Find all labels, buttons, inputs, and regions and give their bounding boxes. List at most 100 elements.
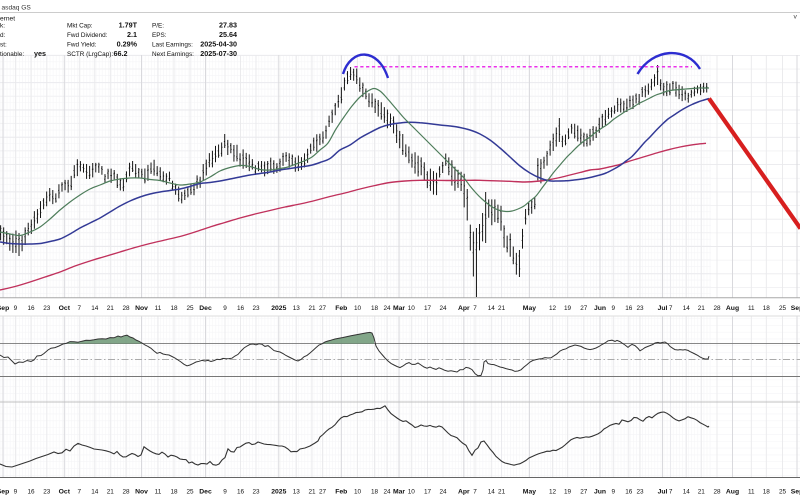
svg-text:27.83: 27.83 — [219, 21, 237, 30]
svg-text:2.1: 2.1 — [127, 30, 137, 39]
svg-text:27: 27 — [319, 305, 327, 312]
svg-text:21: 21 — [308, 305, 316, 312]
svg-text:16: 16 — [237, 489, 245, 496]
svg-text:Mar: Mar — [393, 489, 405, 496]
svg-text:18: 18 — [371, 489, 379, 496]
svg-text:17: 17 — [424, 489, 432, 496]
svg-text:d:: d: — [0, 32, 6, 39]
svg-text:Last Earnings:: Last Earnings: — [152, 42, 193, 49]
svg-text:Sep: Sep — [0, 305, 9, 312]
svg-text:18: 18 — [170, 305, 178, 312]
svg-text:14: 14 — [91, 489, 99, 496]
svg-text:25: 25 — [186, 305, 194, 312]
svg-text:27: 27 — [580, 305, 588, 312]
svg-text:21: 21 — [107, 305, 115, 312]
svg-text:Jun: Jun — [594, 305, 606, 312]
svg-text:21: 21 — [698, 305, 706, 312]
svg-text:2025-04-30: 2025-04-30 — [200, 40, 237, 49]
svg-text:28: 28 — [122, 305, 130, 312]
svg-text:23: 23 — [636, 489, 644, 496]
svg-text:Jul: Jul — [658, 489, 668, 496]
svg-text:17: 17 — [424, 305, 432, 312]
svg-text:Oct: Oct — [59, 489, 71, 496]
svg-text:21: 21 — [498, 305, 506, 312]
svg-text:14: 14 — [91, 305, 99, 312]
svg-text:24: 24 — [439, 305, 447, 312]
svg-text:2025-07-30: 2025-07-30 — [200, 49, 237, 58]
svg-text:k:: k: — [0, 23, 5, 30]
svg-text:7: 7 — [473, 489, 477, 496]
svg-text:18: 18 — [170, 489, 178, 496]
svg-text:25.64: 25.64 — [219, 30, 237, 39]
svg-text:23: 23 — [43, 489, 51, 496]
svg-text:Dec: Dec — [199, 305, 212, 312]
svg-text:12: 12 — [549, 305, 557, 312]
svg-text:May: May — [523, 305, 536, 312]
svg-text:Feb: Feb — [335, 489, 347, 496]
svg-text:Apr: Apr — [458, 489, 470, 496]
svg-text:24: 24 — [383, 489, 391, 496]
svg-text:28: 28 — [122, 489, 130, 496]
svg-text:14: 14 — [488, 489, 496, 496]
svg-text:27: 27 — [580, 489, 588, 496]
svg-text:16: 16 — [27, 489, 35, 496]
svg-text:25: 25 — [779, 489, 787, 496]
svg-text:Sep: Sep — [791, 489, 800, 496]
svg-text:16: 16 — [27, 305, 35, 312]
svg-text:25: 25 — [186, 489, 194, 496]
svg-text:0.29%: 0.29% — [117, 40, 138, 49]
svg-text:16: 16 — [625, 489, 633, 496]
svg-text:12: 12 — [549, 489, 557, 496]
svg-text:14: 14 — [683, 305, 691, 312]
svg-text:P/E:: P/E: — [152, 23, 164, 30]
svg-text:9: 9 — [612, 305, 616, 312]
svg-text:Sep: Sep — [791, 305, 800, 312]
svg-text:tionable:: tionable: — [0, 51, 24, 58]
svg-text:EPS:: EPS: — [152, 32, 167, 39]
svg-text:11: 11 — [748, 305, 755, 312]
svg-text:7: 7 — [78, 489, 82, 496]
svg-text:18: 18 — [763, 305, 771, 312]
svg-text:21: 21 — [107, 489, 115, 496]
svg-text:Jun: Jun — [594, 489, 606, 496]
svg-text:7: 7 — [669, 305, 673, 312]
svg-text:23: 23 — [43, 305, 51, 312]
svg-text:19: 19 — [564, 305, 572, 312]
svg-text:9: 9 — [612, 489, 616, 496]
svg-text:27: 27 — [319, 489, 327, 496]
svg-text:10: 10 — [354, 305, 362, 312]
svg-text:Nov: Nov — [135, 305, 148, 312]
svg-text:21: 21 — [308, 489, 316, 496]
svg-text:14: 14 — [488, 305, 496, 312]
svg-text:7: 7 — [669, 489, 673, 496]
svg-text:14: 14 — [683, 489, 691, 496]
svg-text:Jul: Jul — [658, 305, 668, 312]
svg-text:13: 13 — [293, 489, 301, 496]
svg-text:21: 21 — [498, 489, 506, 496]
svg-text:11: 11 — [155, 489, 162, 496]
svg-text:Mkt Cap:: Mkt Cap: — [67, 23, 93, 30]
svg-text:Next Earnings:: Next Earnings: — [152, 51, 194, 58]
svg-text:19: 19 — [564, 489, 572, 496]
svg-text:asdaq GS: asdaq GS — [2, 5, 32, 12]
svg-text:10: 10 — [408, 489, 416, 496]
svg-text:23: 23 — [252, 305, 260, 312]
svg-text:13: 13 — [293, 305, 301, 312]
svg-text:11: 11 — [155, 305, 162, 312]
svg-text:7: 7 — [78, 305, 82, 312]
svg-text:May: May — [523, 489, 536, 496]
svg-text:16: 16 — [237, 305, 245, 312]
svg-text:Fwd Yield:: Fwd Yield: — [67, 42, 97, 49]
svg-text:9: 9 — [14, 305, 18, 312]
svg-text:16: 16 — [625, 305, 633, 312]
svg-text:28: 28 — [713, 305, 721, 312]
svg-text:23: 23 — [252, 489, 260, 496]
svg-text:Fwd Dividend:: Fwd Dividend: — [67, 32, 108, 39]
svg-text:2025: 2025 — [271, 305, 286, 312]
svg-text:v: v — [794, 14, 798, 21]
svg-text:11: 11 — [748, 489, 755, 496]
svg-text:21: 21 — [698, 489, 706, 496]
svg-text:ernet: ernet — [0, 16, 15, 23]
svg-text:Apr: Apr — [458, 305, 470, 312]
svg-text:Aug: Aug — [726, 305, 739, 312]
